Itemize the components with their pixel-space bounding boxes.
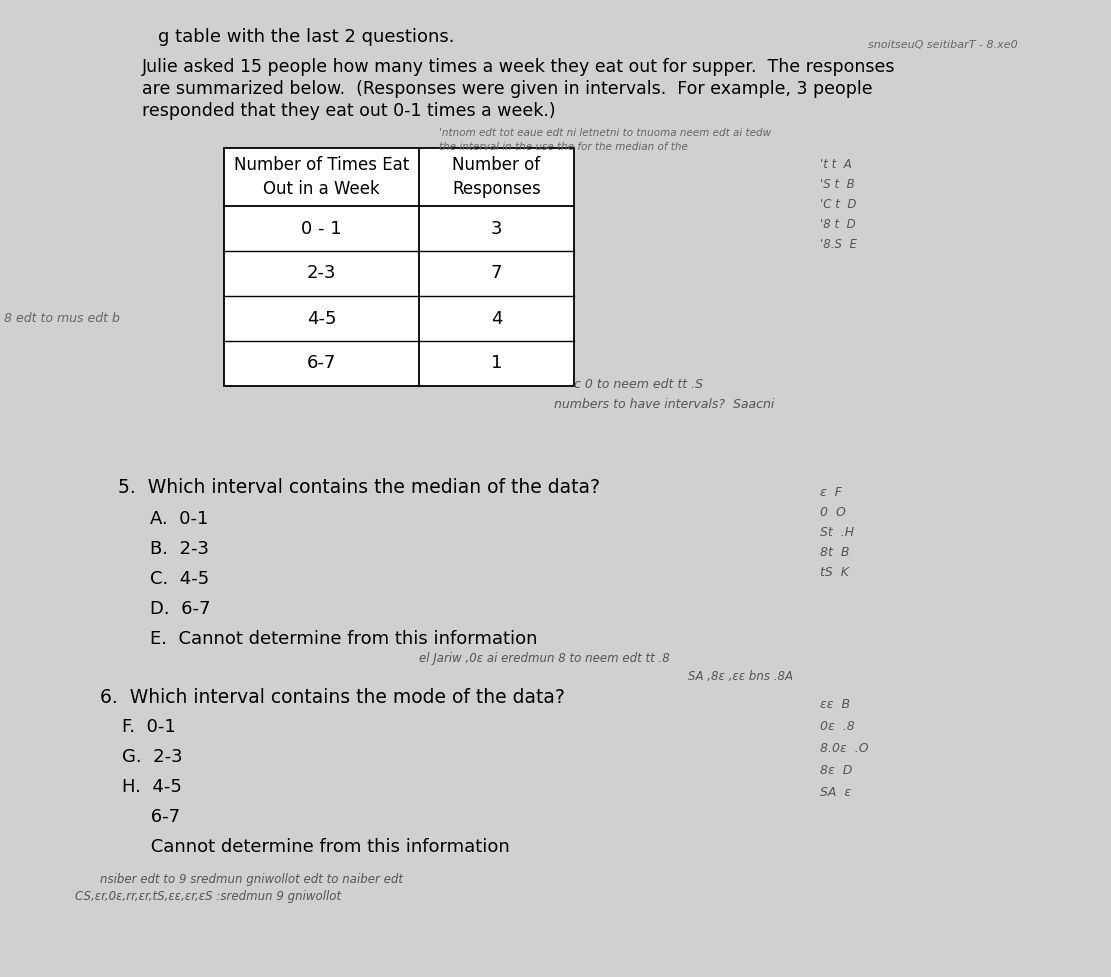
FancyBboxPatch shape (224, 148, 573, 386)
Text: D.  6-7: D. 6-7 (150, 600, 210, 618)
Text: 8.0ε  .O: 8.0ε .O (820, 742, 869, 755)
Text: 8 edt to mus edt b: 8 edt to mus edt b (4, 312, 120, 325)
Text: 0  O: 0 O (820, 506, 845, 519)
Text: 'ntnom edt tot eaue edt ni letnetni to tnuoma neem edt ai tedw: 'ntnom edt tot eaue edt ni letnetni to t… (439, 128, 771, 138)
Text: 4: 4 (491, 310, 502, 327)
Text: A.  0-1: A. 0-1 (150, 510, 208, 528)
Text: tS  K: tS K (820, 566, 849, 579)
Text: 5.  Which interval contains the median of the data?: 5. Which interval contains the median of… (118, 478, 600, 497)
Text: snoitseuQ seitibarT - 8.xe0: snoitseuQ seitibarT - 8.xe0 (868, 40, 1018, 50)
Text: the interval in the use the for the median of the: the interval in the use the for the medi… (439, 142, 688, 152)
Text: el Jariw ,0ε ai eredmun 8 to neem edt tt .8: el Jariw ,0ε ai eredmun 8 to neem edt tt… (419, 652, 670, 665)
Text: Number of Times Eat
Out in a Week: Number of Times Eat Out in a Week (234, 156, 409, 197)
Text: 2-3: 2-3 (307, 265, 337, 282)
Text: B.  2-3: B. 2-3 (150, 540, 209, 558)
Text: 'S t  B: 'S t B (820, 178, 854, 191)
Text: 4-5: 4-5 (307, 310, 337, 327)
Text: 1: 1 (491, 355, 502, 372)
Text: ε  F: ε F (820, 486, 842, 499)
Text: 'C t  D: 'C t D (820, 198, 857, 211)
Text: G.  2-3: G. 2-3 (122, 748, 182, 766)
Text: Cannot determine from this information: Cannot determine from this information (122, 838, 510, 856)
Text: εε  B: εε B (820, 698, 850, 711)
Text: 7: 7 (491, 265, 502, 282)
Text: 8t  B: 8t B (820, 546, 850, 559)
Text: E.  Cannot determine from this information: E. Cannot determine from this informatio… (150, 630, 537, 648)
Text: H.  4-5: H. 4-5 (122, 778, 181, 796)
Text: F.  0-1: F. 0-1 (122, 718, 176, 736)
Text: SA ,8ε ,εε bns .8A: SA ,8ε ,εε bns .8A (689, 670, 793, 683)
Text: nsiber edt to 9 sredmun gniwollot edt to naiber edt: nsiber edt to 9 sredmun gniwollot edt to… (100, 873, 403, 886)
Text: Julie asked 15 people how many times a week they eat out for supper.  The respon: Julie asked 15 people how many times a w… (142, 58, 895, 76)
Text: 3: 3 (491, 220, 502, 237)
Text: 6-7: 6-7 (307, 355, 337, 372)
Text: 8ε  D: 8ε D (820, 764, 852, 777)
Text: g table with the last 2 questions.: g table with the last 2 questions. (158, 28, 454, 46)
Text: 6.  Which interval contains the mode of the data?: 6. Which interval contains the mode of t… (100, 688, 564, 707)
Text: '8 t  D: '8 t D (820, 218, 855, 231)
Text: CS,εr,0ε,rr,εr,tS,εε,εr,εS :sredmun 9 gniwollot: CS,εr,0ε,rr,εr,tS,εε,εr,εS :sredmun 9 gn… (74, 890, 341, 903)
Text: numbers to have intervals?  Saacni: numbers to have intervals? Saacni (553, 398, 774, 411)
Text: c 0 to neem edt tt .S: c 0 to neem edt tt .S (573, 378, 702, 391)
Text: 0ε  .8: 0ε .8 (820, 720, 854, 733)
Text: SA  ε: SA ε (820, 786, 851, 799)
Text: responded that they eat out 0-1 times a week.): responded that they eat out 0-1 times a … (142, 102, 556, 120)
Text: C.  4-5: C. 4-5 (150, 570, 209, 588)
Text: '8.S  E: '8.S E (820, 238, 857, 251)
Text: Number of
Responses: Number of Responses (452, 156, 541, 197)
Text: 't t  A: 't t A (820, 158, 852, 171)
Text: 6-7: 6-7 (122, 808, 180, 826)
Text: are summarized below.  (Responses were given in intervals.  For example, 3 peopl: are summarized below. (Responses were gi… (142, 80, 872, 98)
Text: St  .H: St .H (820, 526, 854, 539)
Text: 0 - 1: 0 - 1 (301, 220, 342, 237)
